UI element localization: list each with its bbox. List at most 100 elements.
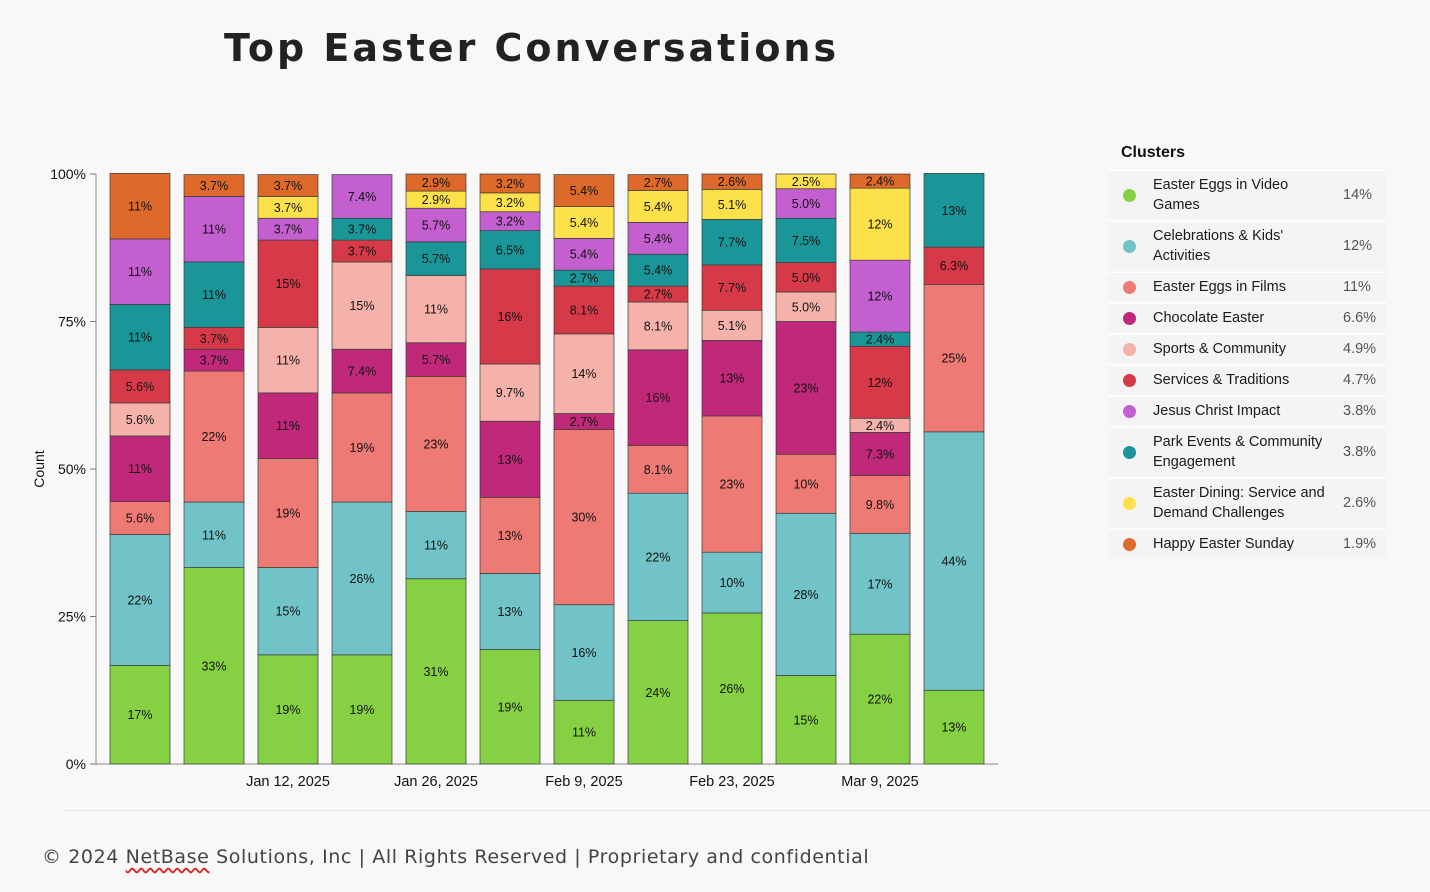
data-label: 3.7%	[274, 223, 303, 237]
y-tick-label: 25%	[58, 609, 86, 625]
data-label: 11%	[572, 726, 596, 740]
bar-segment	[701, 612, 763, 765]
legend-item-value: 6.6%	[1343, 310, 1377, 326]
data-label: 8.1%	[570, 303, 599, 317]
bar-segment	[109, 304, 171, 371]
bar-segment	[553, 285, 615, 335]
bar-segment	[923, 431, 985, 691]
data-label: 17%	[127, 708, 152, 722]
data-label: 5.6%	[126, 413, 155, 427]
bar-segment	[479, 173, 541, 194]
data-label: 26%	[349, 572, 374, 586]
data-label: 11%	[128, 331, 152, 345]
data-label: 7.4%	[348, 365, 377, 379]
data-label: 13%	[497, 453, 522, 467]
data-label: 25%	[941, 352, 966, 366]
legend-item[interactable]: Easter Eggs in Films 11%	[1108, 272, 1386, 301]
legend-item[interactable]: Easter Eggs in Video Games 14%	[1108, 170, 1386, 219]
bar-segment	[775, 188, 837, 219]
data-label: 7.7%	[718, 281, 747, 295]
legend-item[interactable]: Sports & Community 4.9%	[1108, 334, 1386, 363]
data-label: 13%	[719, 372, 744, 386]
bar-segment	[479, 649, 541, 765]
data-label: 16%	[497, 310, 522, 324]
footer-brand: NetBase	[125, 846, 210, 868]
legend-item[interactable]: Jesus Christ Impact 3.8%	[1108, 396, 1386, 425]
y-tick-label: 50%	[58, 461, 86, 477]
legend-item[interactable]: Happy Easter Sunday 1.9%	[1108, 529, 1386, 558]
data-label: 11%	[202, 528, 226, 542]
legend-dot-icon	[1123, 496, 1136, 510]
legend-item[interactable]: Chocolate Easter 6.6%	[1108, 303, 1386, 332]
legend-item[interactable]: Easter Dining: Service and Demand Challe…	[1108, 478, 1386, 527]
legend-dot-icon	[1123, 280, 1136, 294]
data-label: 5.0%	[792, 300, 821, 314]
legend-dot-icon	[1123, 445, 1136, 459]
bar-segment	[405, 241, 467, 276]
bar-segment	[479, 230, 541, 270]
data-label: 14%	[571, 367, 596, 381]
bar-segment	[405, 173, 467, 192]
bar-segment	[331, 174, 393, 219]
bar-segment	[331, 501, 393, 656]
legend-title: Clusters	[1121, 144, 1186, 161]
data-label: 2.7%	[644, 288, 673, 302]
legend-item-label: Celebrations & Kids' Activities	[1153, 228, 1284, 264]
footer-suffix: Solutions, Inc | All Rights Reserved | P…	[209, 846, 870, 868]
legend-item-label: Jesus Christ Impact	[1153, 403, 1281, 419]
bar-segment	[331, 261, 393, 350]
bar-segment	[775, 291, 837, 322]
data-label: 22%	[201, 430, 226, 444]
bar-segment	[701, 188, 763, 220]
data-label: 26%	[719, 682, 744, 696]
legend-item[interactable]: Services & Traditions 4.7%	[1108, 365, 1386, 394]
bar-segment	[775, 321, 837, 455]
legend-item-label: Services & Traditions	[1153, 372, 1290, 388]
data-label: 12%	[867, 290, 892, 304]
bar-segment	[627, 492, 689, 621]
bar-segment	[183, 261, 245, 328]
data-label: 11%	[424, 303, 448, 317]
data-label: 11%	[128, 265, 152, 279]
data-label: 3.7%	[200, 332, 229, 346]
bar-segment	[109, 402, 171, 437]
bar-segment	[257, 327, 319, 394]
data-label: 17%	[867, 577, 892, 591]
bar-segment	[849, 532, 911, 635]
data-label: 9.8%	[866, 498, 895, 512]
data-label: 16%	[571, 646, 596, 660]
data-label: 44%	[941, 555, 966, 569]
bar-segment	[701, 340, 763, 417]
legend-dot-icon	[1123, 188, 1136, 202]
legend-dot-icon	[1123, 311, 1136, 325]
data-label: 23%	[793, 381, 818, 395]
legend-dot-icon	[1123, 239, 1136, 253]
data-label: 7.3%	[866, 447, 895, 461]
legend-item[interactable]: Park Events & Community Engagement 3.8%	[1108, 427, 1386, 476]
data-label: 2.7%	[570, 415, 599, 429]
data-label: 5.4%	[570, 248, 599, 262]
bar-segment	[331, 654, 393, 765]
data-label: 3.7%	[348, 244, 377, 258]
data-label: 12%	[867, 218, 892, 232]
footer-copyright: © 2024 NetBase Solutions, Inc | All Righ…	[42, 846, 869, 868]
data-label: 15%	[275, 605, 300, 619]
bar-segment	[183, 370, 245, 503]
data-label: 11%	[128, 200, 152, 214]
legend-item-label: Easter Eggs in Films	[1153, 279, 1286, 295]
data-label: 2.9%	[422, 176, 451, 190]
data-label: 5.7%	[422, 353, 451, 367]
legend-item-value: 4.9%	[1343, 341, 1377, 357]
legend-item-label: Park Events & Community Engagement	[1153, 434, 1323, 470]
bar-segment	[849, 432, 911, 476]
data-label: 3.7%	[348, 223, 377, 237]
data-label: 2.4%	[866, 175, 895, 189]
data-label: 10%	[719, 576, 744, 590]
data-label: 5.4%	[570, 216, 599, 230]
legend-item-value: 1.9%	[1343, 536, 1377, 552]
data-label: 3.2%	[496, 196, 525, 210]
bar-segment	[701, 309, 763, 341]
legend-item-label: Happy Easter Sunday	[1153, 536, 1295, 552]
bar-segment	[109, 534, 171, 666]
legend-item[interactable]: Celebrations & Kids' Activities 12%	[1108, 221, 1386, 270]
